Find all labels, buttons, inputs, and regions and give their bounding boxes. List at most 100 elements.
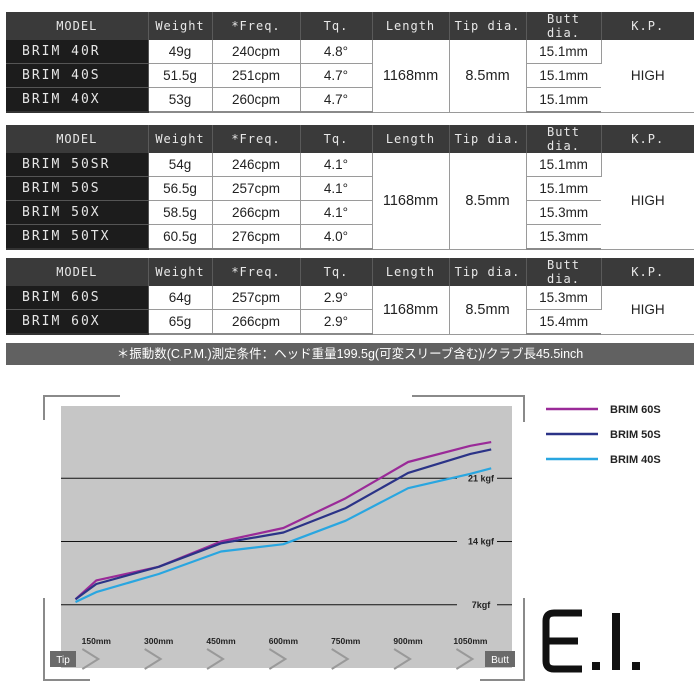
freq-cell: 246cpm <box>212 153 301 177</box>
header-length: Length <box>372 125 450 153</box>
plot-area <box>61 406 512 668</box>
butt-cell: 15.1mm <box>526 87 601 113</box>
tq-cell: 4.0° <box>300 224 373 250</box>
header-tip: Tip dia. <box>449 125 527 153</box>
x-tick-label: 750mm <box>331 636 361 646</box>
series-line <box>74 448 492 601</box>
header-kp: K.P. <box>601 258 694 286</box>
tq-cell: 4.1° <box>300 176 373 201</box>
frame-bracket-bottom-right <box>480 598 525 681</box>
header-weight: Weight <box>148 258 213 286</box>
header-kp: K.P. <box>601 125 694 153</box>
model-cell: BRIM 50SR <box>6 153 149 177</box>
header-model: MODEL <box>6 12 149 40</box>
tip-cell: 8.5mm <box>449 40 527 113</box>
ei-logo-dot <box>592 662 600 670</box>
freq-cell: 266cpm <box>212 309 301 335</box>
x-tick-label: 900mm <box>393 636 423 646</box>
legend-label: BRIM 40S <box>610 454 661 466</box>
weight-cell: 54g <box>148 153 213 177</box>
header-tq: Tq. <box>300 258 373 286</box>
x-tick-chevron <box>268 648 288 670</box>
header-butt: Butt dia. <box>526 258 602 286</box>
header-length: Length <box>372 258 450 286</box>
length-cell: 1168mm <box>372 40 450 113</box>
model-cell: BRIM 40X <box>6 87 149 113</box>
header-freq: *Freq. <box>212 125 301 153</box>
butt-cell: 15.3mm <box>526 286 602 310</box>
weight-cell: 58.5g <box>148 200 213 225</box>
tq-cell: 4.7° <box>300 63 373 88</box>
tip-label: Tip <box>56 655 70 666</box>
model-cell: BRIM 50X <box>6 200 149 225</box>
header-tq: Tq. <box>300 125 373 153</box>
header-tip: Tip dia. <box>449 12 527 40</box>
spec-table-40: MODEL Weight *Freq. Tq. Length Tip dia. … <box>6 12 694 113</box>
freq-cell: 266cpm <box>212 200 301 225</box>
ei-logo-i <box>612 613 620 670</box>
kp-cell: HIGH <box>601 153 694 250</box>
model-cell: BRIM 50S <box>6 176 149 201</box>
x-tick-label: 300mm <box>144 636 174 646</box>
freq-cell: 276cpm <box>212 224 301 250</box>
model-cell: BRIM 60X <box>6 309 149 335</box>
butt-cell: 15.3mm <box>526 224 601 250</box>
ei-logo-e <box>542 609 582 673</box>
freq-cell: 257cpm <box>212 176 301 201</box>
tq-cell: 4.1° <box>300 200 373 225</box>
ei-logo <box>542 609 640 673</box>
freq-cell: 251cpm <box>212 63 301 88</box>
y-tick-label: 7kgf <box>472 600 492 610</box>
y-tick-label: 21 kgf <box>468 473 495 483</box>
weight-cell: 64g <box>148 286 213 310</box>
weight-cell: 51.5g <box>148 63 213 88</box>
x-tick-chevron <box>393 648 412 670</box>
measurement-note: ＊振動数(C.P.M.)測定条件：ヘッド重量199.5g(可変スリーブ含む)/ク… <box>6 343 694 365</box>
ei-chart: 7kgf 14 kgf 21 kgf 150mm 300mm 450mm 600mm 750… <box>43 395 661 681</box>
header-model: MODEL <box>6 125 149 153</box>
freq-cell: 257cpm <box>212 286 301 310</box>
tq-cell: 2.9° <box>300 309 373 335</box>
model-cell: BRIM 40S <box>6 63 149 88</box>
series-line <box>74 441 492 601</box>
ei-logo-dot <box>632 662 640 670</box>
x-tick-chevron <box>81 648 101 670</box>
spec-table-60: MODEL Weight *Freq. Tq. Length Tip dia. … <box>6 258 694 335</box>
header-model: MODEL <box>6 258 149 286</box>
header-weight: Weight <box>148 125 213 153</box>
tq-cell: 4.1° <box>300 153 373 177</box>
tq-cell: 4.8° <box>300 40 373 64</box>
tq-cell: 2.9° <box>300 286 373 310</box>
x-tick-label: 1050mm <box>453 636 487 646</box>
butt-cell: 15.1mm <box>526 63 601 88</box>
header-tq: Tq. <box>300 12 373 40</box>
butt-cell: 15.4mm <box>526 309 601 335</box>
weight-cell: 49g <box>148 40 213 64</box>
weight-cell: 56.5g <box>148 176 213 201</box>
tip-cell: 8.5mm <box>449 286 527 335</box>
legend-label: BRIM 60S <box>610 404 661 416</box>
frame-bracket-top-left <box>43 395 120 420</box>
x-tick-label: 450mm <box>206 636 236 646</box>
model-cell: BRIM 60S <box>6 286 149 310</box>
kp-cell: HIGH <box>601 40 694 113</box>
x-tick-label: 600mm <box>269 636 299 646</box>
butt-cell: 15.1mm <box>526 176 601 201</box>
frame-bracket-bottom-left <box>43 598 90 681</box>
header-butt: Butt dia. <box>526 12 602 40</box>
tip-badge <box>50 651 76 667</box>
header-freq: *Freq. <box>212 12 301 40</box>
length-cell: 1168mm <box>372 286 450 335</box>
freq-cell: 260cpm <box>212 87 301 113</box>
model-cell: BRIM 40R <box>6 40 149 64</box>
header-length: Length <box>372 12 450 40</box>
legend-label: BRIM 50S <box>610 429 661 441</box>
x-tick-chevron <box>331 648 350 670</box>
spec-table-50: MODEL Weight *Freq. Tq. Length Tip dia. … <box>6 125 694 250</box>
tip-cell: 8.5mm <box>449 153 527 250</box>
length-cell: 1168mm <box>372 153 450 250</box>
butt-cell: 15.3mm <box>526 200 601 225</box>
butt-cell: 15.1mm <box>526 153 602 177</box>
tq-cell: 4.7° <box>300 87 373 113</box>
header-tip: Tip dia. <box>449 258 527 286</box>
